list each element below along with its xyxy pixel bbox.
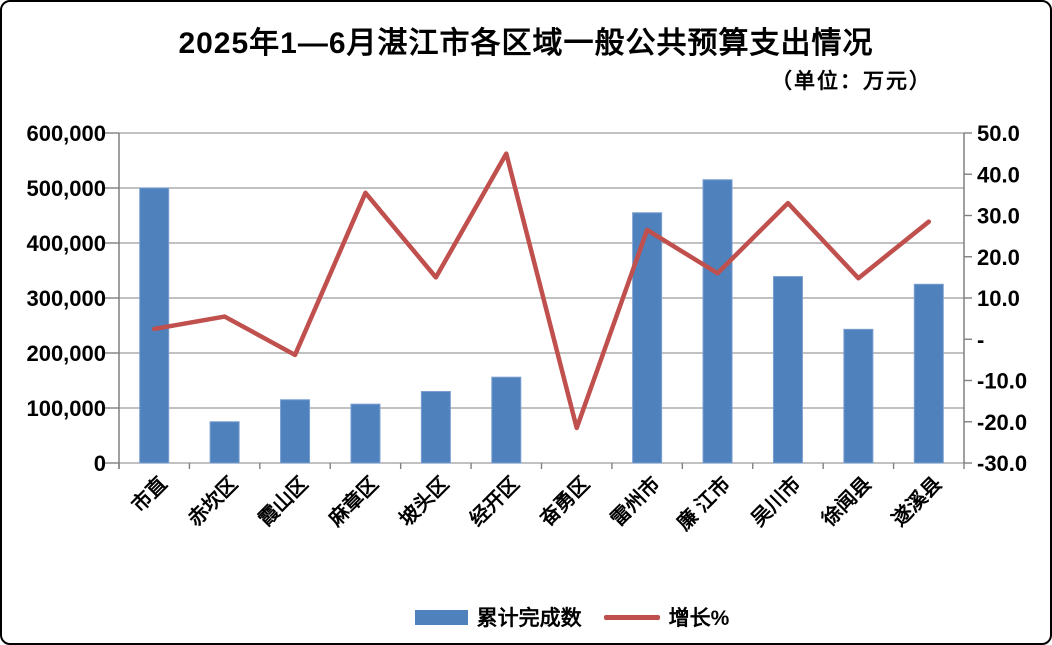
y-axis-left-tick-label: 300,000 — [26, 286, 106, 311]
bar — [632, 212, 663, 464]
y-axis-right-tick-label: 10.0 — [977, 286, 1020, 311]
x-axis-category-label: 徐闻县 — [816, 472, 876, 532]
y-axis-right-tick-label: -20.0 — [977, 410, 1027, 435]
y-axis-right-tick-label: 50.0 — [977, 121, 1020, 146]
bar — [772, 276, 803, 464]
chart-title: 2025年1—6月湛江市各区域一般公共预算支出情况 — [178, 27, 874, 60]
legend-line-label: 增长% — [668, 607, 730, 630]
bar — [209, 421, 240, 464]
bar — [280, 399, 311, 464]
y-axis-left-tick-label: 500,000 — [26, 176, 106, 201]
x-axis-category-label: 吴川市 — [746, 472, 805, 531]
growth-line — [151, 151, 932, 431]
y-axis-right-tick-label: 40.0 — [977, 162, 1020, 187]
x-axis-category-label: 赤坎区 — [183, 472, 242, 531]
x-axis-category-label: 雷州市 — [605, 472, 664, 531]
y-axis-right-tick-label: -30.0 — [977, 451, 1027, 476]
y-axis-left-tick-label: 400,000 — [26, 231, 106, 256]
legend-line-swatch — [603, 614, 660, 620]
bar — [843, 328, 874, 464]
x-axis-category-label: 廉 江市 — [672, 472, 735, 535]
x-axis-category-label: 市直 — [126, 472, 171, 517]
y-axis-left-tick-label: 0 — [94, 451, 106, 476]
y-axis-left-tick-label: 200,000 — [26, 341, 106, 366]
chart-legend: 累计完成数 增长% — [48, 602, 1050, 632]
x-axis-category-label: 经开区 — [464, 472, 523, 531]
bar — [420, 391, 451, 464]
x-axis-category-label: 麻章区 — [323, 472, 383, 532]
legend-bar-label: 累计完成数 — [476, 607, 582, 630]
y-axis-right-tick-label: 20.0 — [977, 245, 1020, 270]
y-axis-left-tick-label: 600,000 — [26, 121, 106, 146]
y-axis-left-tick-label: 100,000 — [26, 396, 106, 421]
x-axis-category-label: 霞山区 — [254, 472, 313, 531]
x-axis-category-label: 遂溪县 — [887, 472, 946, 531]
x-axis-category-label: 坡头区 — [395, 472, 454, 531]
bar — [491, 376, 522, 464]
bar — [702, 179, 733, 464]
x-axis-category-label: 奋勇区 — [534, 472, 594, 532]
y-axis-right-tick-label: - — [977, 327, 984, 352]
y-axis-right-tick-label: 30.0 — [977, 204, 1020, 229]
bar — [913, 283, 944, 464]
y-axis-right-tick-label: -10.0 — [977, 369, 1027, 394]
legend-bar-swatch — [414, 609, 468, 625]
bar — [350, 403, 381, 464]
chart-unit-note: （单位：万元） — [771, 70, 932, 93]
